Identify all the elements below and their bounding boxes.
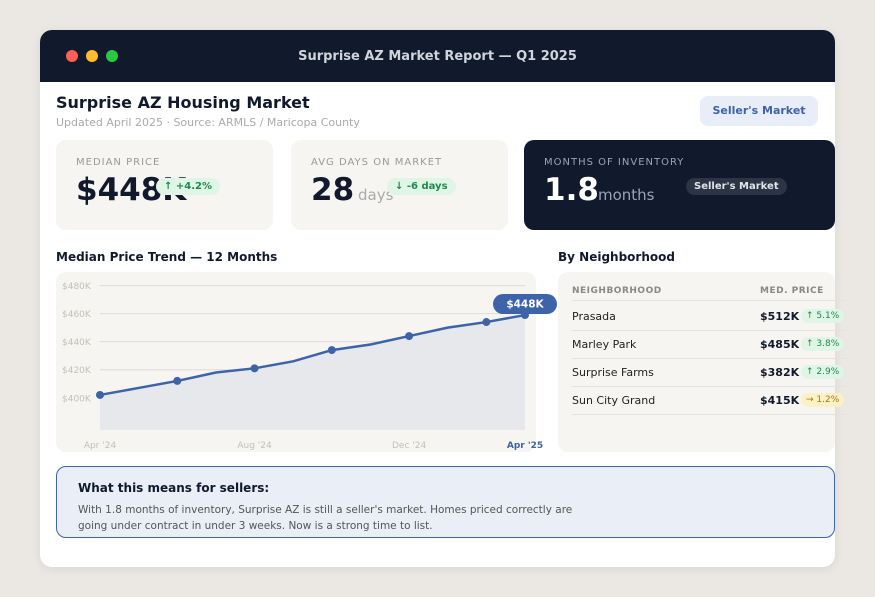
card-label: AVG DAYS ON MARKET [311,157,443,168]
change-badge: → 1.2% [801,393,845,407]
price: $512K [760,310,800,323]
table-row: Surprise Farms $382K ↑ 2.9% [572,358,846,387]
annotation-bubble [493,294,557,315]
point [250,364,259,373]
price: $485K [760,338,800,351]
card-value: 1.8 [544,172,599,208]
insight-box: What this means for sellers: With 1.8 mo… [56,466,835,538]
point [405,332,414,341]
price: $415K [760,394,800,407]
y-tick-label: $400K [62,394,92,404]
close-dot[interactable] [66,50,78,62]
point [96,390,104,399]
card-badge: Seller's Market [686,178,787,195]
x-tick-label: Aug '24 [237,441,272,451]
card-value: 28 [311,172,355,208]
neighborhood-name: Surprise Farms [572,366,654,379]
minimize-dot[interactable] [86,50,98,62]
card-badge: ↓ -6 days [387,178,456,195]
line [99,313,526,397]
subtitle: Updated April 2025 · Source: ARMLS / Mar… [56,116,360,129]
header-rule [572,300,846,301]
table-title: By Neighborhood [558,250,675,264]
card-label: MONTHS OF INVENTORY [544,157,685,168]
table-panel [558,272,835,452]
area [100,315,525,430]
table-row: Sun City Grand $415K → 1.2% [572,386,846,415]
change-badge: ↑ 2.9% [801,365,845,379]
neighborhood-name: Marley Park [572,338,637,351]
table-row: Prasada $512K ↑ 5.1% [572,302,846,331]
insight-title: What this means for sellers: [78,481,270,495]
chart-title: Median Price Trend — 12 Months [56,250,278,264]
point [327,346,336,355]
window-title: Surprise AZ Market Report — Q1 2025 [298,49,577,64]
y-tick-label: $420K [62,366,92,376]
change-badge: ↑ 3.8% [801,337,845,351]
y-tick-label: $440K [62,338,92,348]
y-tick-label: $480K [62,282,92,292]
column-header: MED. PRICE [760,286,824,296]
price: $382K [760,366,800,379]
line-chart: $400K $420K $440K $460K $480K Apr '24 Aug '24 D… [62,282,557,451]
maximize-dot[interactable] [106,50,118,62]
x-tick-label: Apr '25 [507,441,543,451]
x-tick-label: Dec '24 [392,441,426,451]
card-badge: ↑ +4.2% [156,178,220,195]
page-title: Surprise AZ Housing Market [56,93,310,112]
inventory-card: MONTHS OF INVENTORY 1.8 months Seller's … [524,140,835,230]
change-badge: ↑ 5.1% [801,309,845,323]
annotation: $448K [506,299,544,311]
insight-body: With 1.8 months of inventory, Surprise A… [78,504,573,532]
x-tick-label: Apr '24 [84,441,117,451]
days-card: AVG DAYS ON MARKET 28 days ↓ -6 days [291,140,508,230]
title-bar: Surprise AZ Market Report — Q1 2025 [40,30,835,82]
card-label: MEDIAN PRICE [76,157,161,168]
point [482,318,491,327]
card-unit: months [598,186,655,204]
y-tick-label: $460K [62,310,92,320]
column-header: NEIGHBORHOOD [572,286,662,296]
neighborhood-name: Prasada [572,310,616,323]
market-badge: Seller's Market [700,96,818,126]
price-card: MEDIAN PRICE $448K ↑ +4.2% [56,140,273,230]
card-unit: days [358,186,394,204]
neighborhood-name: Sun City Grand [572,394,656,407]
table-row: Marley Park $485K ↑ 3.8% [572,330,846,359]
point [173,376,182,385]
